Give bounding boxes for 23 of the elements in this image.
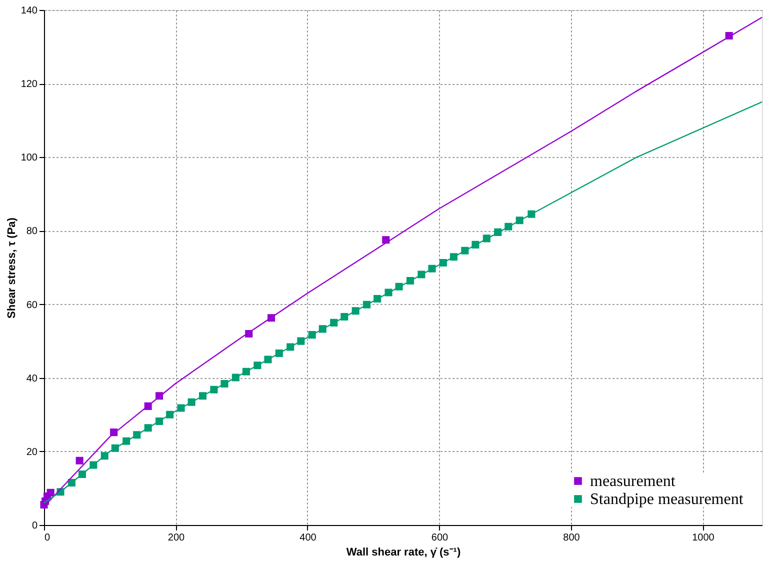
x-tick-label: 1000 xyxy=(692,532,715,544)
point xyxy=(418,270,426,278)
x-axis-title: Wall shear rate, γ̇ (s⁻¹) xyxy=(346,546,461,558)
legend-label: measurement xyxy=(590,473,676,490)
legend-label: Standpipe measurement xyxy=(590,491,744,508)
y-tick-label: 40 xyxy=(26,373,38,384)
y-tick-label: 80 xyxy=(26,226,38,238)
y-tick-label: 100 xyxy=(20,152,38,164)
y-axis-title: Shear stress, τ (Pa) xyxy=(6,217,18,318)
x-tick-label: 0 xyxy=(44,532,50,544)
point xyxy=(76,456,84,464)
x-tick-label: 400 xyxy=(300,532,317,544)
x-tick-label: 800 xyxy=(563,532,580,544)
point xyxy=(46,488,54,496)
point xyxy=(232,374,240,382)
x-tick-label: 600 xyxy=(431,532,449,544)
x-tick-label: 200 xyxy=(168,532,186,544)
y-tick-label: 120 xyxy=(20,79,38,90)
y-tick-label: 60 xyxy=(26,300,38,311)
y-tick-label: 140 xyxy=(20,6,38,16)
point xyxy=(382,236,390,244)
y-tick-label: 20 xyxy=(26,446,38,458)
y-tick-label: 0 xyxy=(32,520,38,532)
